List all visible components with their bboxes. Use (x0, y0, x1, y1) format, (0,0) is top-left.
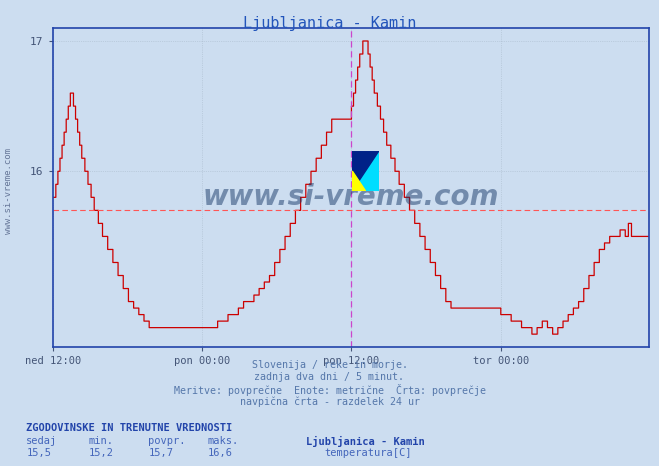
Text: zadnja dva dni / 5 minut.: zadnja dva dni / 5 minut. (254, 372, 405, 382)
Text: 15,2: 15,2 (89, 448, 114, 458)
Text: povpr.: povpr. (148, 436, 186, 446)
Text: Slovenija / reke in morje.: Slovenija / reke in morje. (252, 360, 407, 370)
Text: Ljubljanica - Kamin: Ljubljanica - Kamin (306, 436, 425, 447)
Polygon shape (353, 151, 379, 191)
Text: 15,7: 15,7 (148, 448, 173, 458)
Text: temperatura[C]: temperatura[C] (325, 448, 413, 458)
Text: min.: min. (89, 436, 114, 446)
Polygon shape (353, 171, 366, 191)
Text: maks.: maks. (208, 436, 239, 446)
Text: www.si-vreme.com: www.si-vreme.com (203, 183, 499, 211)
Text: Ljubljanica - Kamin: Ljubljanica - Kamin (243, 16, 416, 31)
Polygon shape (353, 151, 379, 191)
Text: 16,6: 16,6 (208, 448, 233, 458)
Text: sedaj: sedaj (26, 436, 57, 446)
Text: navpična črta - razdelek 24 ur: navpična črta - razdelek 24 ur (239, 396, 420, 407)
Text: www.si-vreme.com: www.si-vreme.com (4, 148, 13, 234)
Text: Meritve: povprečne  Enote: metrične  Črta: povprečje: Meritve: povprečne Enote: metrične Črta:… (173, 384, 486, 396)
Text: 15,5: 15,5 (26, 448, 51, 458)
Text: ZGODOVINSKE IN TRENUTNE VREDNOSTI: ZGODOVINSKE IN TRENUTNE VREDNOSTI (26, 423, 233, 433)
